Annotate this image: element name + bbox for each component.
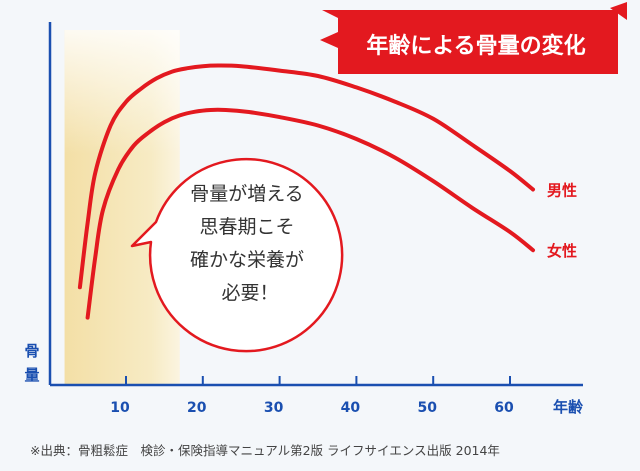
series-label-0: 男性 <box>547 182 577 200</box>
title-banner: 年齢による骨量の変化 <box>320 2 627 74</box>
annotation-line-2: 思春期こそ <box>199 216 294 238</box>
axes: 10 20 30 40 50 60 年齢 骨量 <box>24 22 584 416</box>
annotation-bubble: 骨量が増える 思春期こそ 確かな栄養が 必要！ <box>130 157 344 353</box>
series-line-1 <box>85 107 535 320</box>
chart-title: 年齢による骨量の変化 <box>366 33 585 59</box>
annotation-line-4: 必要！ <box>221 282 278 304</box>
x-axis-label: 年齢 <box>553 398 584 416</box>
x-tick-label: 20 <box>187 400 207 416</box>
y-axis-label-char: 量 <box>24 366 39 384</box>
series-label-1: 女性 <box>547 242 577 260</box>
source-note: ※出典：骨粗鬆症 検診・保険指導マニュアル第2版 ライフサイエンス出版 2014… <box>30 443 500 458</box>
x-tick-label: 50 <box>417 400 437 416</box>
annotation-line-3: 確かな栄養が <box>190 249 304 271</box>
x-tick-label: 30 <box>264 400 284 416</box>
x-tick-label: 60 <box>494 400 514 416</box>
x-tick-label: 10 <box>110 400 130 416</box>
y-axis-label-char: 骨 <box>24 342 39 360</box>
svg-text:骨量が増える 思春期こそ 確かな栄養: 骨量が増える 思春期こそ 確かな栄養が 必要！ <box>190 183 310 304</box>
annotation-line-1: 骨量が増える <box>190 183 303 205</box>
series-line-0 <box>77 63 535 290</box>
x-tick-label: 40 <box>341 400 361 416</box>
series-lines <box>77 63 535 320</box>
band-fade <box>64 30 180 385</box>
adolescence-band <box>64 30 180 385</box>
